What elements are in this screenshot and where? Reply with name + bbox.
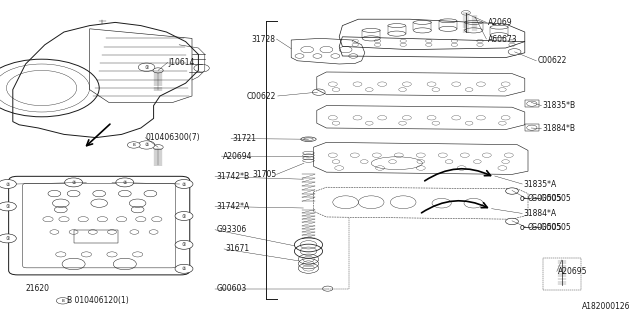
Circle shape xyxy=(65,178,83,187)
Circle shape xyxy=(138,141,155,149)
Text: 31835*B: 31835*B xyxy=(543,101,576,110)
Text: ②: ② xyxy=(182,266,186,271)
Text: o—G00505: o—G00505 xyxy=(520,194,562,203)
Text: ①: ① xyxy=(145,65,148,70)
Bar xyxy=(525,124,539,131)
Circle shape xyxy=(116,178,134,187)
Text: 010406300(7): 010406300(7) xyxy=(146,133,200,142)
Text: A20694: A20694 xyxy=(223,152,252,161)
Circle shape xyxy=(0,180,17,188)
Circle shape xyxy=(506,188,518,194)
Circle shape xyxy=(323,286,333,291)
Text: ①: ① xyxy=(5,236,10,241)
Circle shape xyxy=(153,145,163,150)
Text: A182000126: A182000126 xyxy=(582,302,630,311)
Text: ②: ② xyxy=(145,142,148,148)
Text: B: B xyxy=(132,143,135,147)
Text: ②: ② xyxy=(5,181,10,187)
Circle shape xyxy=(175,212,193,220)
Text: o—G00505: o—G00505 xyxy=(520,223,562,232)
Bar xyxy=(74,230,118,243)
Text: C00622: C00622 xyxy=(247,92,276,100)
Text: G93306: G93306 xyxy=(216,225,246,234)
Text: J10614: J10614 xyxy=(168,58,195,67)
Text: A60673: A60673 xyxy=(488,35,517,44)
Circle shape xyxy=(0,234,17,243)
Circle shape xyxy=(175,264,193,273)
Text: ①: ① xyxy=(182,213,186,219)
Text: C00622: C00622 xyxy=(538,56,567,65)
Text: 21620: 21620 xyxy=(26,284,50,293)
Text: 31671: 31671 xyxy=(225,244,250,253)
Circle shape xyxy=(312,89,325,95)
Text: G00603: G00603 xyxy=(216,284,246,293)
Bar xyxy=(543,258,581,290)
Text: ①: ① xyxy=(5,204,10,209)
Circle shape xyxy=(175,180,193,188)
Text: B 010406120(1): B 010406120(1) xyxy=(67,296,129,305)
Circle shape xyxy=(506,218,518,225)
Circle shape xyxy=(153,68,163,73)
Circle shape xyxy=(508,49,521,55)
Text: ②: ② xyxy=(123,180,127,185)
Text: 31884*B: 31884*B xyxy=(543,124,576,133)
Circle shape xyxy=(461,11,470,15)
Text: ②: ② xyxy=(182,181,186,187)
Bar xyxy=(525,100,539,107)
Text: 31742*B: 31742*B xyxy=(216,172,250,181)
Text: 31884*A: 31884*A xyxy=(524,209,557,218)
Text: O―G00505: O―G00505 xyxy=(527,223,571,232)
Circle shape xyxy=(175,240,193,249)
Circle shape xyxy=(138,63,155,71)
Text: B: B xyxy=(61,299,64,303)
Text: 31705: 31705 xyxy=(252,170,276,179)
Text: 31721: 31721 xyxy=(232,134,256,143)
Text: A2069: A2069 xyxy=(488,18,512,27)
Circle shape xyxy=(127,142,140,148)
Text: ②: ② xyxy=(72,180,76,185)
Circle shape xyxy=(0,202,17,211)
Text: ①: ① xyxy=(182,242,186,247)
Text: O―G00505: O―G00505 xyxy=(527,194,571,203)
Text: A20695: A20695 xyxy=(558,267,588,276)
Text: 31835*A: 31835*A xyxy=(524,180,557,188)
Text: 31728: 31728 xyxy=(251,35,275,44)
Text: 31742*A: 31742*A xyxy=(216,202,250,211)
Circle shape xyxy=(56,298,69,304)
